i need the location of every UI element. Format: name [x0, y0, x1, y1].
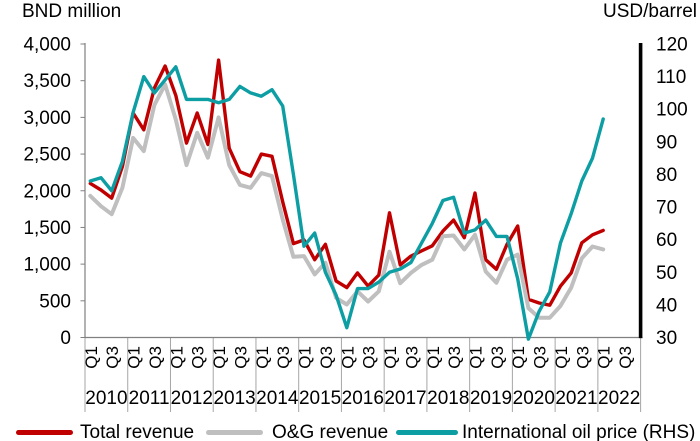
quarter-tick-label: Q1: [296, 346, 315, 369]
year-label: 2020: [513, 388, 555, 409]
year-label: 2016: [342, 388, 384, 409]
year-label: 2014: [256, 388, 299, 409]
year-label: 2011: [129, 388, 170, 409]
quarter-tick-label: Q3: [231, 346, 250, 369]
right-axis-tick-label: 40: [656, 295, 677, 316]
left-axis-tick-label: 4,000: [23, 35, 71, 56]
quarter-tick-label: Q3: [445, 346, 464, 369]
year-label: 2022: [598, 388, 640, 409]
legend-label: International oil price (RHS): [462, 422, 696, 441]
left-axis-tick-label: 1,000: [23, 255, 71, 276]
legend-swatch: [396, 430, 458, 435]
legend-item: O&G revenue: [206, 422, 388, 441]
quarter-tick-label: Q3: [573, 346, 592, 369]
left-axis-tick-label: 2,500: [23, 145, 71, 166]
left-axis-tick-label: 2,000: [23, 181, 71, 202]
right-axis-tick-label: 50: [656, 263, 677, 284]
quarter-tick-label: Q1: [125, 346, 144, 369]
quarter-tick-label: Q1: [82, 346, 101, 369]
quarter-tick-label: Q3: [402, 346, 421, 369]
legend-swatch: [16, 430, 73, 435]
quarter-tick-label: Q1: [338, 346, 357, 369]
year-label: 2013: [213, 388, 255, 409]
right-axis: 30 40 50 60 70 80 90 100 110 120: [656, 35, 688, 350]
left-axis-tick-label: 500: [39, 291, 71, 312]
quarter-tick-label: Q3: [531, 346, 550, 369]
quarter-tick-label: Q1: [210, 346, 229, 369]
quarter-tick-label: Q3: [103, 346, 122, 369]
quarter-tick-label: Q3: [616, 346, 635, 369]
quarter-tick-label: Q3: [189, 346, 208, 369]
legend-item: Total revenue: [16, 422, 194, 441]
quarter-tick-label: Q1: [509, 346, 528, 369]
quarter-tick-label: Q3: [317, 346, 336, 369]
year-label: 2021: [555, 388, 597, 409]
right-axis-tick-label: 110: [656, 67, 686, 88]
o-g-revenue-line: [88, 82, 606, 320]
year-label: 2012: [171, 388, 213, 409]
right-axis-tick-label: 60: [656, 230, 677, 251]
quarter-tick-label: Q3: [360, 346, 379, 369]
left-axis: 0 500 1,000 1,500 2,000 2,500 3,000 3,500 4,000: [23, 35, 86, 349]
quarter-tick-label: Q1: [424, 346, 443, 369]
right-axis-tick-label: 30: [656, 328, 677, 349]
left-axis-tick-label: 0: [60, 328, 71, 349]
year-label: 2010: [85, 388, 127, 409]
year-label: 2015: [299, 388, 341, 409]
right-axis-tick-label: 120: [656, 35, 688, 56]
left-axis-tick-label: 3,500: [23, 71, 71, 92]
quarter-tick-label: Q1: [167, 346, 186, 369]
quarter-tick-label: Q1: [467, 346, 486, 369]
quarter-tick-label: Q3: [488, 346, 507, 369]
right-axis-tick-label: 100: [656, 100, 688, 121]
right-axis-tick-label: 90: [656, 132, 677, 153]
right-axis-title: USD/barrel: [603, 1, 697, 22]
quarter-tick-label: Q1: [381, 346, 400, 369]
left-axis-tick-label: 1,500: [23, 218, 71, 239]
quarter-tick-label: Q1: [552, 346, 571, 369]
year-label: 2019: [470, 388, 512, 409]
year-separators: [84, 337, 642, 412]
right-axis-tick-label: 70: [656, 198, 677, 219]
quarter-tick-label: Q3: [274, 346, 293, 369]
legend-swatch: [206, 430, 263, 435]
legend-item: International oil price (RHS): [396, 422, 695, 441]
total-revenue-line: [88, 58, 605, 307]
legend-label: O&G revenue: [272, 422, 389, 441]
year-label: 2017: [384, 388, 426, 409]
quarter-tick-label: Q1: [253, 346, 272, 369]
left-axis-tick-label: 3,000: [23, 108, 71, 129]
legend: Total revenue O&G revenue International oi…: [0, 422, 700, 441]
year-label: 2018: [427, 388, 469, 409]
quarter-tick-label: Q1: [595, 346, 614, 369]
quarter-tick-label: Q3: [146, 346, 165, 369]
left-axis-title: BND million: [22, 1, 122, 22]
international-oil-price-rhs-line: [88, 65, 605, 341]
legend-label: Total revenue: [80, 422, 195, 441]
right-axis-tick-label: 80: [656, 165, 677, 186]
